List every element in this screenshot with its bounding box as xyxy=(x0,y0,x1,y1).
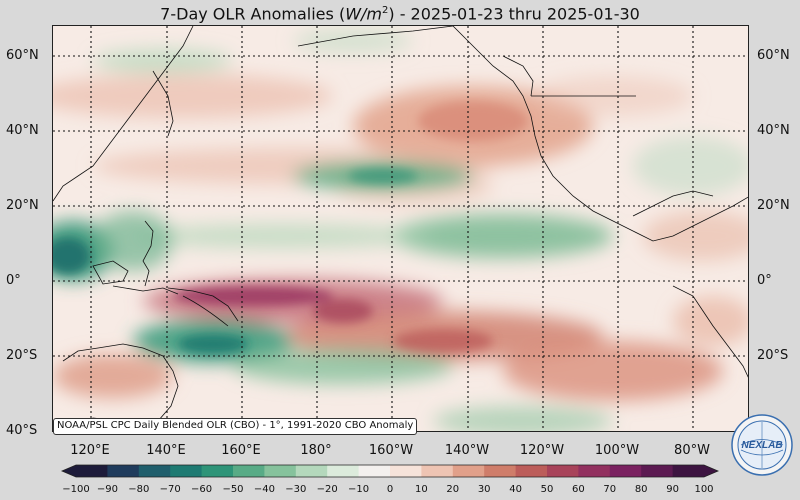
lat-label-left-20s: 20°S xyxy=(6,348,38,363)
colorbar-tick-label: −70 xyxy=(159,484,181,495)
colorbar-segment xyxy=(233,465,265,477)
lat-label-left-40n: 40°N xyxy=(6,123,39,138)
colorbar-tick-label: 30 xyxy=(477,484,491,495)
colorbar-tick-label: −80 xyxy=(128,484,150,495)
lat-label-left-0: 0° xyxy=(6,273,21,288)
grid-lines xyxy=(53,26,748,431)
olr-anomaly-map xyxy=(52,25,749,432)
lon-label-180: 180° xyxy=(300,443,332,458)
colorbar-tick-label: −50 xyxy=(222,484,244,495)
coastlines xyxy=(53,26,748,427)
colorbar-segment xyxy=(107,465,140,477)
lon-label-100w: 100°W xyxy=(594,443,640,458)
data-credit: NOAA/PSL CPC Daily Blended OLR (CBO) - 1… xyxy=(53,418,418,435)
lon-label-160w: 160°W xyxy=(368,443,414,458)
colorbar-segment xyxy=(515,465,548,477)
colorbar-extend-low xyxy=(62,465,76,477)
colorbar-segment xyxy=(358,465,391,477)
colorbar-tick-label: −100 xyxy=(62,484,90,495)
lon-label-80w: 80°W xyxy=(674,443,710,458)
colorbar-tick-label: 70 xyxy=(603,484,617,495)
nexlab-logo: NEXLAB xyxy=(731,414,793,476)
colorbar-tick-label: 60 xyxy=(572,484,585,495)
lat-label-left-40s: 40°S xyxy=(6,423,38,438)
colorbar-segment xyxy=(264,465,297,477)
colorbar-segment xyxy=(76,465,108,477)
colorbar-segment xyxy=(484,465,517,477)
colorbar-segment xyxy=(170,465,203,477)
title-unit: W/m xyxy=(345,4,382,24)
colorbar-segment xyxy=(609,465,642,477)
lon-label-120w: 120°W xyxy=(519,443,565,458)
colorbar-segment xyxy=(201,465,234,477)
colorbar-segment xyxy=(672,465,705,477)
title-unit-exponent: 2 xyxy=(381,5,389,16)
colorbar-segment xyxy=(452,465,485,477)
colorbar-segment xyxy=(641,465,674,477)
colorbar-tick-label: 40 xyxy=(509,484,522,495)
colorbar-tick-label: −20 xyxy=(316,484,338,495)
colorbar-tick-label: 100 xyxy=(694,484,714,495)
colorbar-tick-label: 90 xyxy=(666,484,679,495)
colorbar-tick-label: −30 xyxy=(285,484,307,495)
colorbar-tick-label: 20 xyxy=(446,484,460,495)
lon-label-120e: 120°E xyxy=(70,443,110,458)
colorbar-tick-label: −40 xyxy=(253,484,275,495)
map-title: 7-Day OLR Anomalies (W/m2) - 2025-01-23 … xyxy=(0,0,800,24)
lat-label-right-40n: 40°N xyxy=(757,123,790,138)
title-suffix: ) - 2025-01-23 thru 2025-01-30 xyxy=(388,4,640,24)
lat-label-right-0: 0° xyxy=(757,273,772,288)
colorbar-tick-label: 50 xyxy=(540,484,554,495)
colorbar-tick-label: 0 xyxy=(386,484,394,495)
colorbar xyxy=(60,464,720,478)
colorbar-tick-label: −60 xyxy=(191,484,213,495)
logo-wordmark: NEXLAB xyxy=(741,440,782,451)
colorbar-segment xyxy=(547,465,579,477)
colorbar-segment xyxy=(390,465,422,477)
colorbar-extend-high xyxy=(704,465,718,477)
colorbar-tick-label: −90 xyxy=(96,484,118,495)
colorbar-tick-label: 10 xyxy=(415,484,428,495)
lon-label-140w: 140°W xyxy=(444,443,490,458)
lat-label-left-60n: 60°N xyxy=(6,48,39,63)
colorbar-tick-label: −10 xyxy=(348,484,370,495)
colorbar-tick-label: 80 xyxy=(634,484,648,495)
colorbar-segment xyxy=(327,465,360,477)
colorbar-segment xyxy=(421,465,454,477)
colorbar-segment xyxy=(138,465,171,477)
map-canvas xyxy=(53,26,748,431)
colorbar-segment xyxy=(295,465,328,477)
colorbar-segment xyxy=(578,465,611,477)
lon-label-160e: 160°E xyxy=(221,443,261,458)
lat-label-right-60n: 60°N xyxy=(757,48,790,63)
lat-label-right-20s: 20°S xyxy=(757,348,789,363)
lat-label-left-20n: 20°N xyxy=(6,198,39,213)
lat-label-right-20n: 20°N xyxy=(757,198,790,213)
lon-label-140e: 140°E xyxy=(146,443,186,458)
title-prefix: 7-Day OLR Anomalies ( xyxy=(160,4,346,24)
colorbar-outline xyxy=(60,464,720,478)
